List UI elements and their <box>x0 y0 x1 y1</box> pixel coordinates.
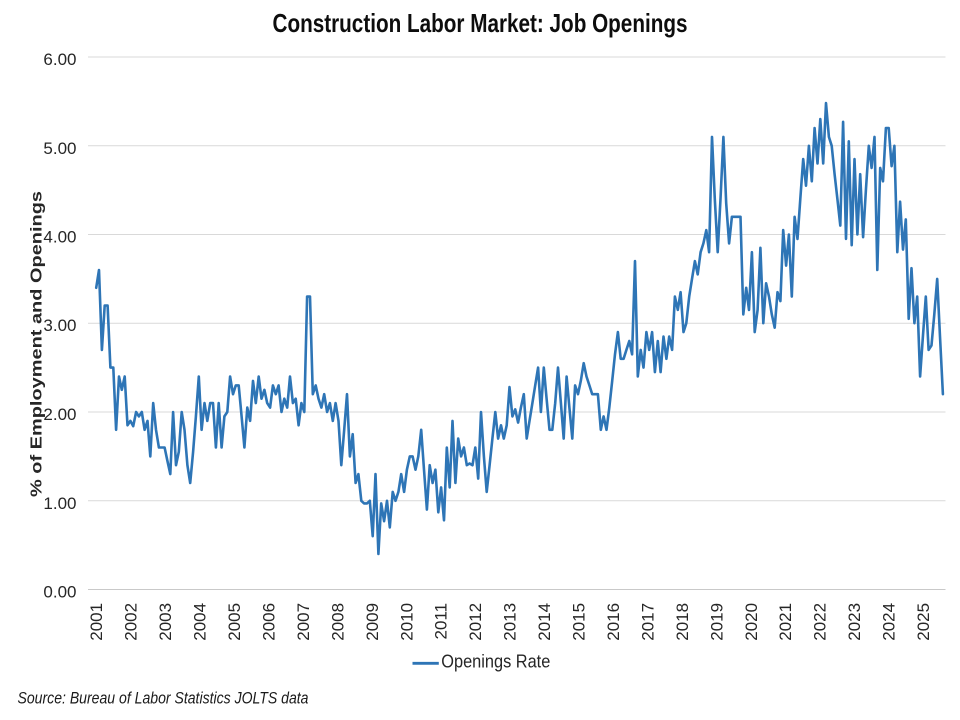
svg-text:5.00: 5.00 <box>43 139 76 158</box>
svg-text:% of Employment and Openings: % of Employment and Openings <box>29 191 46 497</box>
svg-text:2023: 2023 <box>845 603 864 641</box>
svg-text:2022: 2022 <box>811 603 830 641</box>
svg-text:2021: 2021 <box>776 603 795 641</box>
svg-text:2005: 2005 <box>225 603 244 641</box>
svg-text:2018: 2018 <box>673 603 692 641</box>
svg-text:2.00: 2.00 <box>43 405 76 424</box>
svg-text:2014: 2014 <box>535 603 554 641</box>
svg-text:1.00: 1.00 <box>43 494 76 513</box>
svg-text:2007: 2007 <box>294 603 313 641</box>
svg-text:2016: 2016 <box>604 603 623 641</box>
svg-text:2015: 2015 <box>570 603 589 641</box>
svg-text:2024: 2024 <box>880 603 899 641</box>
svg-text:2003: 2003 <box>156 603 175 641</box>
svg-text:Construction Labor Market: Job: Construction Labor Market: Job Openings <box>273 8 688 38</box>
svg-text:2025: 2025 <box>914 603 933 641</box>
svg-text:2001: 2001 <box>87 603 106 641</box>
svg-text:6.00: 6.00 <box>43 50 76 69</box>
svg-text:2011: 2011 <box>432 603 451 640</box>
svg-text:Source: Bureau of Labor Statis: Source: Bureau of Labor Statistics JOLTS… <box>18 690 309 708</box>
svg-text:3.00: 3.00 <box>43 316 76 335</box>
svg-text:2008: 2008 <box>328 603 347 641</box>
svg-text:2002: 2002 <box>122 603 141 641</box>
svg-text:2010: 2010 <box>397 603 416 641</box>
svg-text:2006: 2006 <box>259 603 278 641</box>
svg-text:2020: 2020 <box>742 603 761 641</box>
svg-text:0.00: 0.00 <box>43 583 76 602</box>
svg-text:2019: 2019 <box>707 603 726 641</box>
svg-text:2004: 2004 <box>191 603 210 641</box>
svg-text:2013: 2013 <box>501 603 520 641</box>
svg-text:Openings Rate: Openings Rate <box>441 652 550 672</box>
svg-text:2017: 2017 <box>638 603 657 641</box>
svg-text:2009: 2009 <box>363 603 382 641</box>
svg-text:2012: 2012 <box>466 603 485 641</box>
svg-text:4.00: 4.00 <box>43 228 76 247</box>
